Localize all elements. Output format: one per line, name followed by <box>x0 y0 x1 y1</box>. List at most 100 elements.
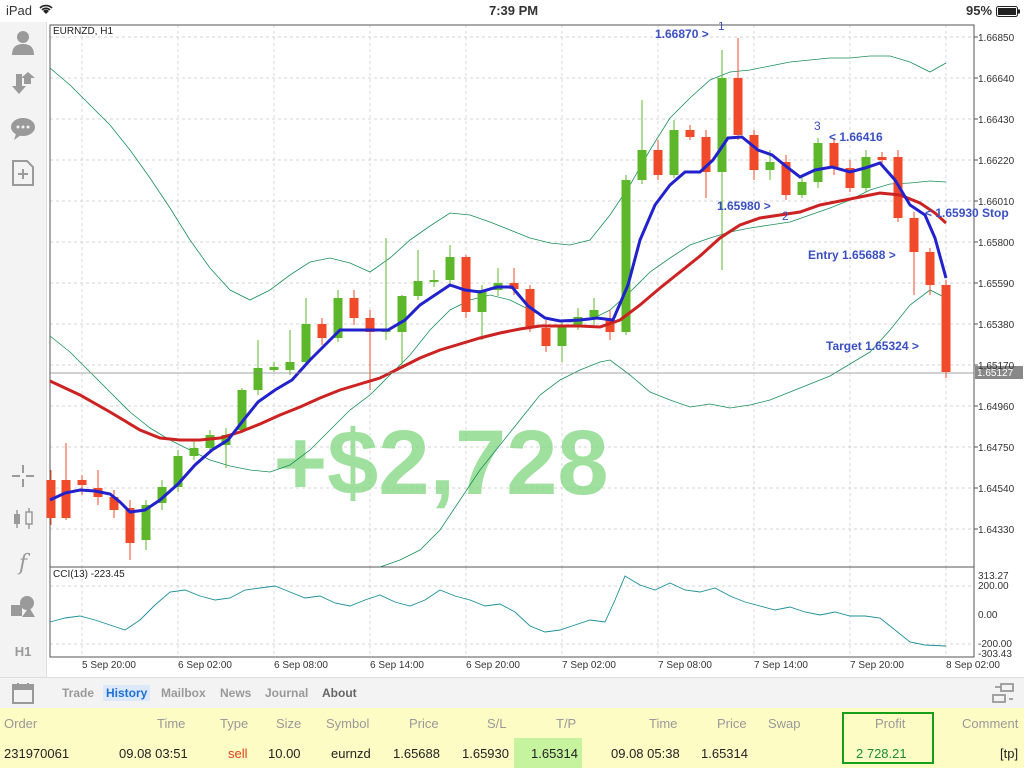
cell-tp: 1.65314 <box>531 746 578 761</box>
layout-icon[interactable] <box>992 683 1014 708</box>
account-icon[interactable] <box>8 27 38 57</box>
col-close-time: Time <box>649 716 678 731</box>
candle-bear <box>365 318 375 332</box>
candle-bear <box>909 218 919 252</box>
tab-history[interactable]: History <box>103 685 151 701</box>
price-tick-label: 1.65170 <box>978 361 1015 372</box>
time-axis: 5 Sep 20:00 6 Sep 02:00 6 Sep 08:00 6 Sep 1… <box>82 660 1000 671</box>
current-price-label: 1.65127 <box>977 368 1014 379</box>
new-order-icon[interactable] <box>8 158 38 188</box>
candle-bull <box>429 280 439 282</box>
cell-close-price: 1.65314 <box>701 746 748 761</box>
moving-average-fast <box>49 135 948 514</box>
tab-trade[interactable]: Trade <box>62 686 95 700</box>
moving-average-slow <box>49 191 948 442</box>
price-tick-label: 1.65800 <box>978 238 1015 249</box>
col-swap: Swap <box>768 716 801 731</box>
indicators-icon[interactable]: f <box>18 550 28 576</box>
price-tick-label: 1.64960 <box>978 402 1015 413</box>
bollinger-upper-band <box>49 55 947 301</box>
candle-bull <box>797 182 807 195</box>
tab-journal[interactable]: Journal <box>265 686 309 700</box>
calendar-icon[interactable] <box>12 682 34 709</box>
col-tp: T/P <box>556 716 577 731</box>
objects-icon[interactable] <box>8 592 38 622</box>
candle-bear <box>125 508 135 543</box>
price-tick-label: 1.64330 <box>978 525 1015 536</box>
tab-news[interactable]: News <box>220 686 252 700</box>
col-profit: Profit <box>875 716 906 731</box>
candle-bull <box>269 367 279 370</box>
time-tick-label: 6 Sep 20:00 <box>466 660 520 671</box>
price-tick-label: 1.66640 <box>978 74 1015 85</box>
col-time: Time <box>157 716 186 731</box>
candle-bear <box>845 168 855 188</box>
candle-bull <box>205 435 215 448</box>
price-tick-label: 1.66010 <box>978 197 1015 208</box>
candle-bear <box>925 252 935 285</box>
chat-icon[interactable] <box>8 114 38 144</box>
candle-bear <box>509 283 519 289</box>
time-tick-label: 8 Sep 02:00 <box>946 660 1000 671</box>
cell-sl: 1.65930 <box>462 746 509 761</box>
battery-icon <box>996 5 1020 20</box>
col-comment: Comment <box>962 716 1019 731</box>
price-tick-label: 1.64750 <box>978 443 1015 454</box>
time-tick-label: 7 Sep 14:00 <box>754 660 808 671</box>
candle-bull <box>861 157 871 188</box>
candle-bull <box>301 324 311 362</box>
candle-bull <box>413 281 423 296</box>
col-close-price: Price <box>717 716 747 731</box>
tab-about[interactable]: About <box>322 686 357 700</box>
candle-bull <box>157 487 167 503</box>
bottom-tab-bar: Trade History Mailbox News Journal About <box>0 677 1024 708</box>
candle-bear <box>317 324 327 338</box>
candle-bull <box>637 150 647 180</box>
annotation-level-2: 1.65980 > <box>717 199 771 213</box>
time-tick-label: 7 Sep 08:00 <box>658 660 712 671</box>
candle-bear <box>877 157 887 160</box>
candle-bear <box>109 497 119 510</box>
time-tick-label: 6 Sep 08:00 <box>274 660 328 671</box>
bollinger-lower-band <box>379 289 947 568</box>
candle-bull <box>813 143 823 182</box>
candle-bull <box>333 298 343 338</box>
candle-bear <box>701 137 711 172</box>
battery-percent: 95% <box>966 3 993 18</box>
price-tick-label: 1.66220 <box>978 156 1015 167</box>
col-order: Order <box>4 716 38 731</box>
time-tick-label: 6 Sep 02:00 <box>178 660 232 671</box>
timeframe-button[interactable]: H1 <box>14 643 32 659</box>
bollinger-middle-band <box>49 180 947 473</box>
col-type: Type <box>220 716 249 731</box>
crosshair-icon[interactable] <box>8 461 38 491</box>
cci-tick-label: 313.27 <box>978 571 1009 582</box>
price-chart[interactable]: +$2,728 1.65127 EURNZD, H1 1.66870 > 1 <… <box>0 22 1024 677</box>
candle-bull <box>141 505 151 540</box>
cell-profit: 2 728.21 <box>856 746 907 761</box>
cci-pane-frame <box>49 566 975 658</box>
trade-annotations: 1.66870 > 1 < 1.66416 3 1.65980 > 2 < 1.… <box>655 22 1009 353</box>
trade-arrows-icon[interactable] <box>8 70 38 100</box>
tab-mailbox[interactable]: Mailbox <box>161 686 206 700</box>
clock: 7:39 PM <box>489 3 539 18</box>
candle-bull <box>765 162 775 170</box>
candle-bull <box>397 296 407 332</box>
tp-cell-highlight <box>514 738 582 768</box>
candle-bear <box>77 480 87 485</box>
annotation-point-1: 1 <box>718 22 725 33</box>
cci-tick-label: 0.00 <box>978 610 998 621</box>
cci-line <box>49 575 947 647</box>
candle-bull <box>237 390 247 430</box>
price-tick-label: 1.66850 <box>978 33 1015 44</box>
cell-size: 10.00 <box>268 746 301 761</box>
cci-tick-label: 200.00 <box>978 581 1009 592</box>
candles-icon[interactable] <box>8 504 38 534</box>
cci-label: CCI(13) -223.45 <box>53 569 125 580</box>
cell-time: 09.08 03:51 <box>119 746 188 761</box>
annotation-point-2: 2 <box>782 209 789 223</box>
col-sl: S/L <box>487 716 507 731</box>
annotation-target: Target 1.65324 > <box>826 339 919 353</box>
time-tick-label: 7 Sep 02:00 <box>562 660 616 671</box>
candle-bull <box>621 180 631 332</box>
